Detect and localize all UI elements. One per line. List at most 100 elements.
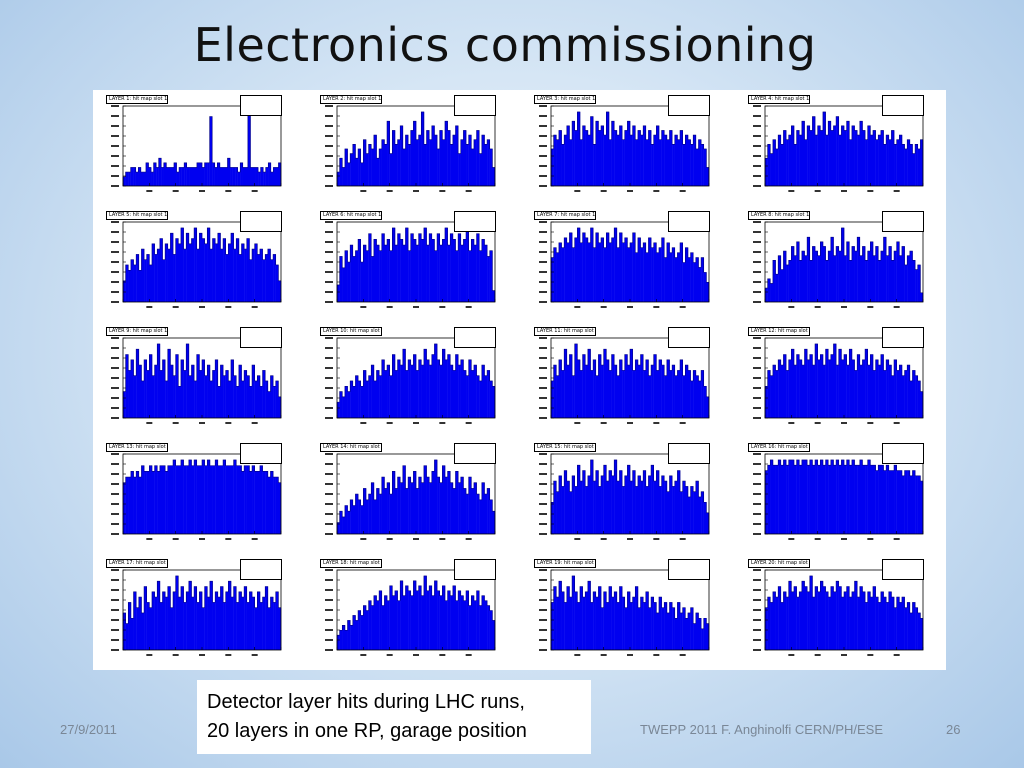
x-tick-label xyxy=(251,538,258,540)
histogram-bar xyxy=(141,465,145,534)
histogram-bar xyxy=(199,591,203,650)
histogram-bar xyxy=(492,620,496,650)
y-tick-label xyxy=(753,463,761,465)
histogram-bar xyxy=(648,237,652,302)
histogram-outline xyxy=(764,459,923,534)
histogram-bar xyxy=(624,130,628,186)
x-tick-label xyxy=(413,306,419,308)
y-tick-label xyxy=(111,579,119,581)
histogram-bar xyxy=(429,139,432,186)
histogram-bar xyxy=(458,590,461,650)
y-tick-label xyxy=(111,649,119,651)
x-tick-label xyxy=(439,538,446,540)
histogram-bar xyxy=(373,380,377,418)
y-tick-label xyxy=(111,135,119,137)
histogram-bar xyxy=(165,380,168,418)
histogram-bar xyxy=(402,148,406,186)
histogram-bar xyxy=(579,481,583,534)
histogram-bar xyxy=(656,370,660,418)
histogram-bar xyxy=(236,465,240,534)
y-tick-label xyxy=(111,165,119,167)
y-tick-label xyxy=(539,599,547,601)
histogram-outline xyxy=(550,343,709,418)
histogram-9: LAYER 9: hit map slot 1 xyxy=(101,324,285,430)
histogram-bar xyxy=(830,459,834,534)
histogram-bar xyxy=(146,471,150,534)
histogram-bar xyxy=(844,354,847,418)
histogram-bar xyxy=(561,247,565,302)
x-tick-label xyxy=(413,190,419,192)
histogram-bar xyxy=(344,250,348,302)
y-tick-label xyxy=(111,291,119,293)
histogram-bar xyxy=(360,262,364,302)
histogram-bar xyxy=(865,349,868,418)
histogram-bar xyxy=(677,470,681,534)
y-tick-label xyxy=(111,175,119,177)
histogram-bar xyxy=(259,249,263,302)
histogram-bar xyxy=(263,172,266,186)
histogram-bar xyxy=(265,167,269,186)
histogram-bar xyxy=(817,591,821,650)
histogram-bar xyxy=(561,370,565,418)
histogram-bar xyxy=(825,591,829,650)
x-tick-label xyxy=(465,538,472,540)
histogram-bar xyxy=(381,359,385,418)
x-tick-label xyxy=(841,654,847,656)
histogram-bar xyxy=(780,144,784,186)
histogram-bar xyxy=(217,233,221,302)
histogram-bar xyxy=(154,254,158,302)
histogram-bar xyxy=(183,465,187,534)
histogram-bar xyxy=(244,370,247,418)
histogram-bar xyxy=(846,365,850,418)
histogram-20: LAYER 20: hit map slot 1 xyxy=(743,556,927,662)
histogram-bar xyxy=(368,375,372,418)
histogram-title: LAYER 13: hit map slot 1 xyxy=(106,443,168,452)
y-tick-label xyxy=(325,251,333,253)
histogram-bar xyxy=(682,481,686,534)
histogram-bar xyxy=(416,245,419,302)
histogram-bar xyxy=(915,269,918,302)
histogram-bar xyxy=(695,148,699,186)
histogram-bar xyxy=(199,162,203,186)
histogram-bar xyxy=(883,470,887,534)
y-tick-label xyxy=(539,281,547,283)
histogram-bar xyxy=(363,488,367,534)
histogram-bar xyxy=(865,465,868,534)
y-tick-label xyxy=(111,347,119,349)
histogram-bar xyxy=(896,139,900,186)
histogram-bar xyxy=(669,252,673,302)
histogram-bar xyxy=(273,477,276,534)
stats-box xyxy=(882,443,924,464)
histogram-bar xyxy=(582,470,586,534)
histogram-bar xyxy=(342,396,346,418)
histogram-bar xyxy=(622,370,625,418)
histogram-title: LAYER 18: hit map slot 1 xyxy=(320,559,382,568)
histogram-bar xyxy=(408,144,411,186)
histogram-bar xyxy=(772,139,776,186)
histogram-bar xyxy=(891,470,895,534)
histogram-bar xyxy=(627,591,631,650)
histogram-bar xyxy=(344,148,348,186)
stats-box xyxy=(454,95,496,116)
x-tick-label xyxy=(814,422,821,424)
x-tick-label xyxy=(574,422,581,424)
histogram-bar xyxy=(585,591,589,650)
histogram-bar xyxy=(212,465,216,534)
y-tick-label xyxy=(539,377,547,379)
histogram-bar xyxy=(123,612,126,650)
histogram-bar xyxy=(556,597,560,650)
histogram-bar xyxy=(233,586,237,650)
histogram-bar xyxy=(635,486,639,534)
histogram-bar xyxy=(381,605,385,650)
y-tick-label xyxy=(753,377,761,379)
histogram-bar xyxy=(138,167,142,186)
x-tick-label xyxy=(867,306,874,308)
x-tick-label xyxy=(841,538,847,540)
histogram-bar xyxy=(627,465,631,534)
histogram-bar xyxy=(883,597,887,650)
histogram-bar xyxy=(888,365,892,418)
histogram-bar xyxy=(171,167,175,186)
y-tick-label xyxy=(325,281,333,283)
histogram-bar xyxy=(365,610,369,650)
histogram-bar xyxy=(278,607,282,650)
